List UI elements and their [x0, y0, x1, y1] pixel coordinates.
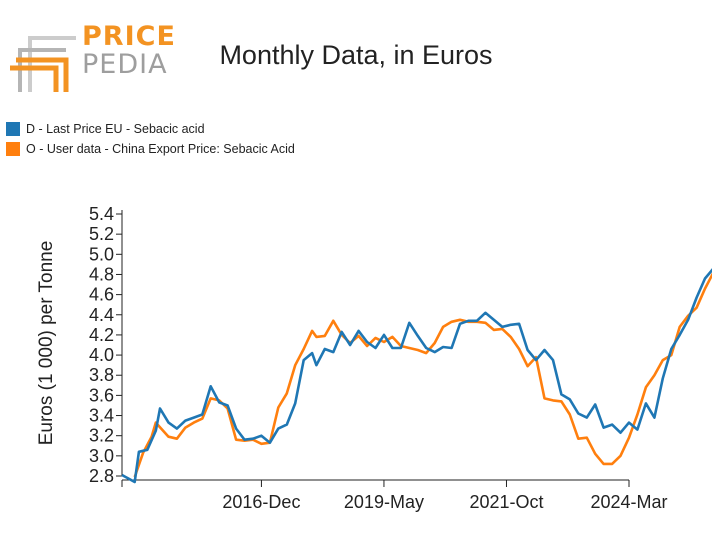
logo-word-pedia: PEDIA	[82, 49, 168, 80]
y-tick-label: 4.0	[89, 345, 114, 365]
pricepedia-logo: PRICE PEDIA	[8, 22, 175, 102]
x-tick-label: 2019-May	[344, 492, 424, 512]
y-tick-label: 3.8	[89, 365, 114, 385]
legend-item-china[interactable]: O - User data - China Export Price: Seba…	[6, 139, 295, 159]
y-tick-label: 5.0	[89, 244, 114, 264]
y-tick-label: 4.2	[89, 325, 114, 345]
logo-word-price: PRICE	[82, 21, 176, 52]
legend-item-eu[interactable]: D - Last Price EU - Sebacic acid	[6, 119, 295, 139]
series-line-china	[133, 272, 712, 478]
x-tick-label: 2024-Mar	[590, 492, 667, 512]
legend-swatch-eu	[6, 122, 20, 136]
y-tick-label: 2.8	[89, 466, 114, 486]
legend-swatch-china	[6, 142, 20, 156]
y-tick-label: 4.6	[89, 285, 114, 305]
y-tick-label: 3.4	[89, 406, 114, 426]
y-tick-label: 3.6	[89, 385, 114, 405]
series-lines	[121, 268, 712, 484]
chart-title: Monthly Data, in Euros	[219, 40, 493, 70]
y-tick-label: 5.2	[89, 224, 114, 244]
y-tick-label: 3.0	[89, 446, 114, 466]
y-tick-label: 4.4	[89, 305, 114, 325]
y-tick-label: 3.2	[89, 426, 114, 446]
series-line-eu	[121, 268, 712, 484]
x-tick-label: 2021-Oct	[469, 492, 543, 512]
x-tick-label: 2016-Dec	[222, 492, 300, 512]
legend: D - Last Price EU - Sebacic acid O - Use…	[6, 119, 295, 159]
y-axis-label: Euros (1 000) per Tonne	[36, 241, 57, 446]
legend-label-eu: D - Last Price EU - Sebacic acid	[26, 122, 205, 136]
legend-label-china: O - User data - China Export Price: Seba…	[26, 142, 295, 156]
y-tick-label: 4.8	[89, 264, 114, 284]
logo-mark	[10, 36, 76, 92]
axes: 2.83.03.23.43.63.84.04.24.44.64.85.05.25…	[36, 204, 668, 512]
y-tick-label: 5.4	[89, 204, 114, 224]
